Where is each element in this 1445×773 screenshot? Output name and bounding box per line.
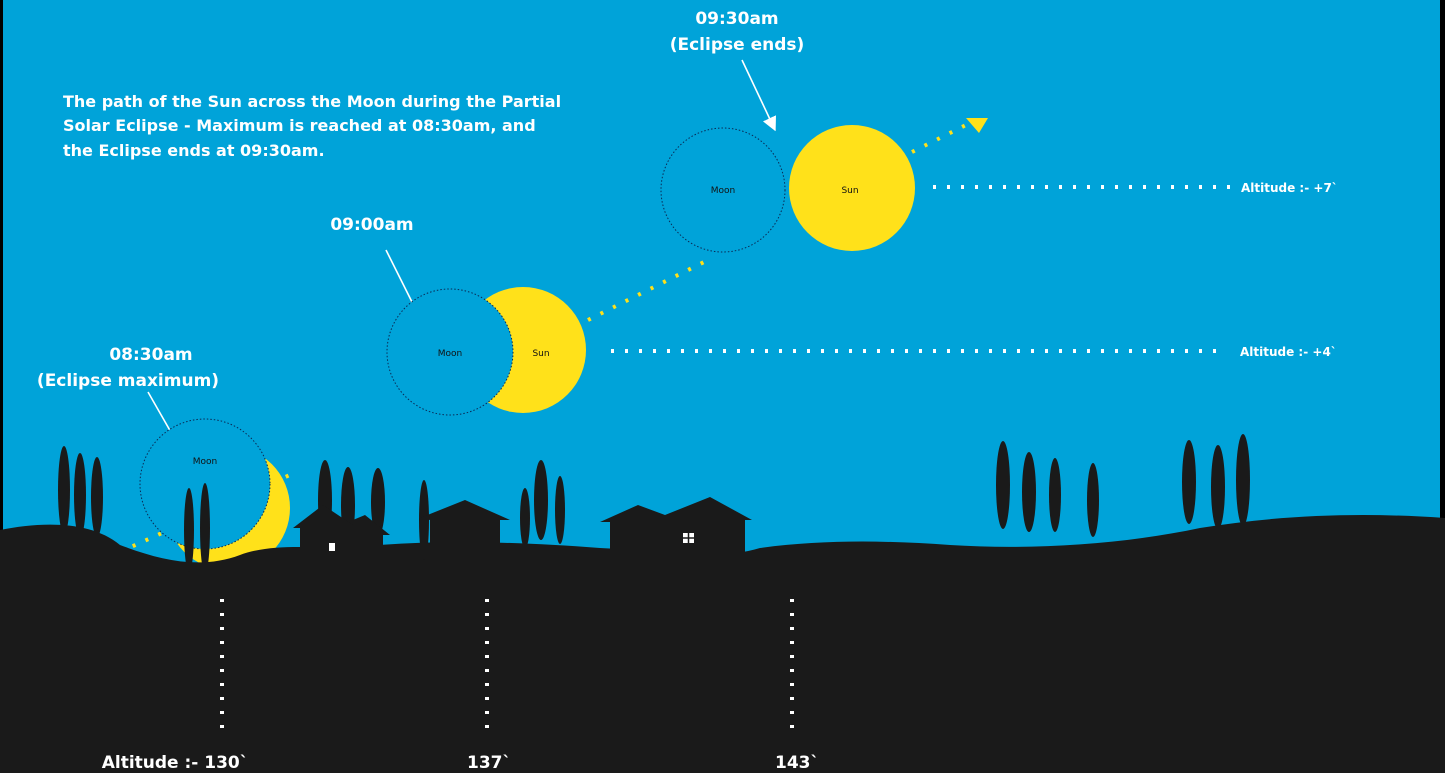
time-note: (Eclipse maximum) (37, 371, 219, 391)
moon-label: Moon (193, 457, 217, 467)
sun-label: Sun (532, 349, 549, 359)
description-line: The path of the Sun across the Moon duri… (63, 92, 561, 111)
time-label: 09:00am (330, 215, 413, 235)
bottom-label: 137` (467, 753, 511, 773)
description-line: Solar Eclipse - Maximum is reached at 08… (63, 116, 536, 135)
bottom-label: 143` (775, 753, 819, 773)
time-label: 09:30am (695, 9, 778, 29)
moon-label: Moon (711, 186, 735, 196)
moon-label: Moon (438, 349, 462, 359)
altitude-label: Altitude :- +4` (1240, 345, 1337, 359)
time-label: 08:30am (109, 345, 192, 365)
altitude-label: Altitude :- +7` (1241, 181, 1338, 195)
description-line: the Eclipse ends at 09:30am. (63, 141, 325, 160)
eclipse-diagram: The path of the Sun across the Moon duri… (0, 0, 1445, 773)
bottom-label: Altitude :- 130` (102, 753, 249, 773)
time-note: (Eclipse ends) (670, 35, 805, 55)
page: The path of the Sun across the Moon duri… (0, 0, 1445, 773)
sun-label: Sun (841, 186, 858, 196)
